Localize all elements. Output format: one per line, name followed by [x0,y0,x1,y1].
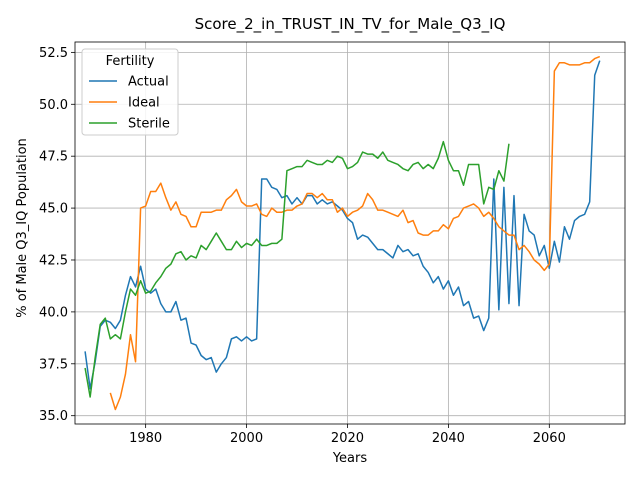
plot-area-frame [74,41,626,425]
y-tick-label: 50.0 [39,98,68,113]
x-tick-label: 2000 [230,431,263,446]
legend-title: Fertility [106,54,155,69]
y-tick-label: 47.5 [39,150,68,165]
legend: Fertility Actual Ideal Sterile [81,48,179,136]
legend-label-sterile: Sterile [128,117,170,132]
y-axis-label: % of Male Q3_IQ Population [15,138,30,318]
y-tick-label: 37.5 [39,357,68,372]
plot-lines [84,55,601,411]
series-line-actual [84,60,601,390]
x-axis-label: Years [332,451,368,466]
x-tick-label: 2020 [331,431,364,446]
x-tick-label: 2040 [432,431,465,446]
x-tick-label: 2060 [533,431,566,446]
y-tick-label: 35.0 [39,409,68,424]
legend-label-actual: Actual [128,75,169,90]
y-tick-label: 45.0 [39,202,68,217]
y-tick-label: 52.5 [39,46,68,61]
y-tick-label: 42.5 [39,253,68,268]
legend-items: Actual Ideal Sterile [89,75,170,132]
legend-label-ideal: Ideal [128,96,160,111]
chart-title: Score_2_in_TRUST_IN_TV_for_Male_Q3_IQ [195,15,506,34]
series-line-ideal [109,55,601,411]
x-tick-label: 1980 [129,431,162,446]
series-line-sterile [84,140,510,398]
legend-frame [81,48,179,136]
axis-ticks: 1980 2000 2020 2040 2060 35.0 37.5 40.0 42.5 45.0… [39,46,566,446]
y-tick-label: 40.0 [39,305,68,320]
